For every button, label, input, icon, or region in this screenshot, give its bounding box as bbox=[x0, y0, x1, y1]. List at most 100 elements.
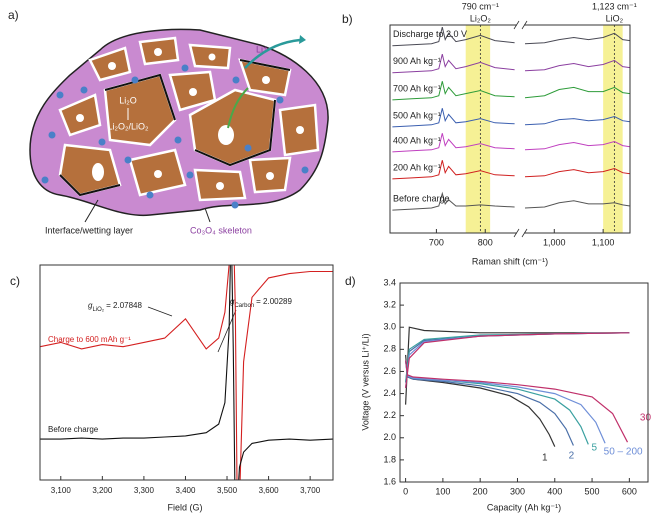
plot-area bbox=[40, 265, 333, 480]
pore bbox=[296, 126, 304, 134]
y-tick-label: 2.6 bbox=[383, 366, 396, 376]
ion bbox=[56, 91, 64, 99]
ion-path bbox=[227, 87, 249, 129]
peak-label: 1,123 cm⁻¹ bbox=[592, 1, 637, 11]
charge-curve bbox=[405, 332, 630, 389]
axis-break bbox=[517, 23, 525, 27]
ion bbox=[174, 136, 182, 144]
series-label: 1 bbox=[542, 453, 548, 464]
y-tick-label: 2.8 bbox=[383, 344, 396, 354]
panel-label: a) bbox=[8, 8, 19, 22]
x-tick-label: 600 bbox=[622, 486, 637, 496]
spectrum bbox=[392, 108, 630, 128]
ion bbox=[146, 191, 154, 199]
annotation: gLiO₂ = 2.07848 bbox=[88, 301, 142, 312]
wetting-edge bbox=[104, 73, 176, 121]
x-tick-label: 0 bbox=[403, 486, 408, 496]
spectrum bbox=[392, 160, 630, 180]
pore bbox=[108, 62, 116, 70]
voltage-chart: d) Capacity (Ah kg⁻¹) Voltage (V versus … bbox=[345, 274, 651, 512]
highlight-band bbox=[465, 25, 491, 233]
x-tick-label: 400 bbox=[547, 486, 562, 496]
discharge-curve bbox=[405, 360, 574, 446]
series-label: Charge to 600 mAh g⁻¹ bbox=[48, 335, 131, 344]
epr-chart: c) Field (G) gLiO₂ = 2.07848 gCarbon = 2.0… bbox=[10, 264, 334, 512]
annotation-text: = 2.00289 bbox=[256, 297, 292, 306]
ion bbox=[276, 96, 284, 104]
panel-label: b) bbox=[342, 12, 353, 26]
y-tick-label: 1.8 bbox=[383, 454, 396, 464]
x-tick-label: 3,600 bbox=[259, 486, 280, 495]
peak-species: LiO₂ bbox=[606, 13, 624, 23]
series-label: 900 Ah kg⁻¹ bbox=[393, 56, 441, 66]
discharge-curve bbox=[405, 360, 589, 445]
symbol: g bbox=[88, 301, 93, 310]
ion bbox=[244, 144, 252, 152]
annotation-arrow bbox=[147, 306, 173, 317]
pore bbox=[266, 172, 274, 180]
highlight-band bbox=[603, 25, 623, 233]
subscript: Carbon bbox=[234, 303, 254, 309]
series-label: Before charge bbox=[48, 425, 99, 434]
pore bbox=[216, 182, 224, 190]
break-mark bbox=[513, 20, 528, 30]
pore bbox=[92, 163, 104, 181]
subscript: LiO₂ bbox=[92, 307, 104, 313]
x-tick-label: 3,700 bbox=[300, 486, 321, 495]
raman-chart: b) Raman shift (cm⁻¹) 790 cm⁻¹ Li₂O₂ 1,123… bbox=[342, 1, 637, 266]
x-axis-label: Raman shift (cm⁻¹) bbox=[472, 256, 548, 266]
x-tick-label: 700 bbox=[429, 237, 444, 247]
x-tick-label: 3,100 bbox=[51, 486, 72, 495]
li-ions bbox=[41, 64, 309, 209]
ion bbox=[124, 156, 132, 164]
plot-frame bbox=[39, 264, 334, 481]
wetting-edge bbox=[239, 59, 291, 71]
series-label: 500 Ah kg⁻¹ bbox=[393, 110, 441, 120]
y-tick-label: 3.2 bbox=[383, 299, 396, 309]
ion bbox=[131, 76, 139, 84]
axis-break bbox=[517, 231, 525, 235]
x-tick-label: 1,000 bbox=[543, 237, 566, 247]
spectrum bbox=[392, 53, 630, 74]
peak-label: 790 cm⁻¹ bbox=[462, 1, 499, 11]
ion bbox=[80, 86, 88, 94]
series-label: 2 bbox=[569, 451, 575, 462]
y-tick-label: 2.4 bbox=[383, 388, 396, 398]
x-tick-label: 3,300 bbox=[134, 486, 155, 495]
x-tick-label: 3,200 bbox=[92, 486, 113, 495]
spectrum bbox=[392, 81, 630, 101]
wetting-edge bbox=[194, 99, 276, 167]
plot-frame bbox=[389, 24, 631, 234]
peak-species: Li₂O₂ bbox=[470, 13, 491, 23]
pore bbox=[189, 88, 197, 96]
pore bbox=[154, 48, 162, 56]
series-label: 30 bbox=[640, 413, 652, 424]
li2o-label: Li₂O bbox=[119, 95, 137, 105]
series-label: Discharge to 2.0 V bbox=[393, 29, 467, 39]
pore bbox=[218, 125, 234, 145]
arrow-head bbox=[299, 35, 306, 44]
x-tick-label: 200 bbox=[473, 486, 488, 496]
x-tick-label: 100 bbox=[435, 486, 450, 496]
annotation: gCarbon = 2.00289 bbox=[230, 297, 293, 308]
ion-arrow bbox=[244, 38, 301, 69]
break-mark bbox=[513, 228, 528, 238]
panel-label: c) bbox=[10, 274, 20, 288]
series-label: 700 Ah kg⁻¹ bbox=[393, 83, 441, 93]
x-tick-label: 3,500 bbox=[217, 486, 238, 495]
charge-curve bbox=[405, 326, 630, 405]
x-tick-label: 1,100 bbox=[592, 237, 615, 247]
discharge-curve bbox=[405, 354, 556, 447]
wetting-edges bbox=[59, 59, 291, 197]
y-tick-label: 3.4 bbox=[383, 277, 396, 287]
ion bbox=[181, 64, 189, 72]
pore bbox=[208, 53, 216, 61]
skeleton-label: Co₃O₄ skeleton bbox=[190, 225, 252, 235]
pore bbox=[154, 170, 162, 178]
spectrum bbox=[392, 26, 630, 47]
diagram: a) bbox=[8, 8, 329, 235]
spectrum bbox=[392, 133, 630, 153]
x-axis-label: Field (G) bbox=[167, 502, 202, 512]
ion bbox=[232, 76, 240, 84]
trace bbox=[40, 265, 333, 480]
